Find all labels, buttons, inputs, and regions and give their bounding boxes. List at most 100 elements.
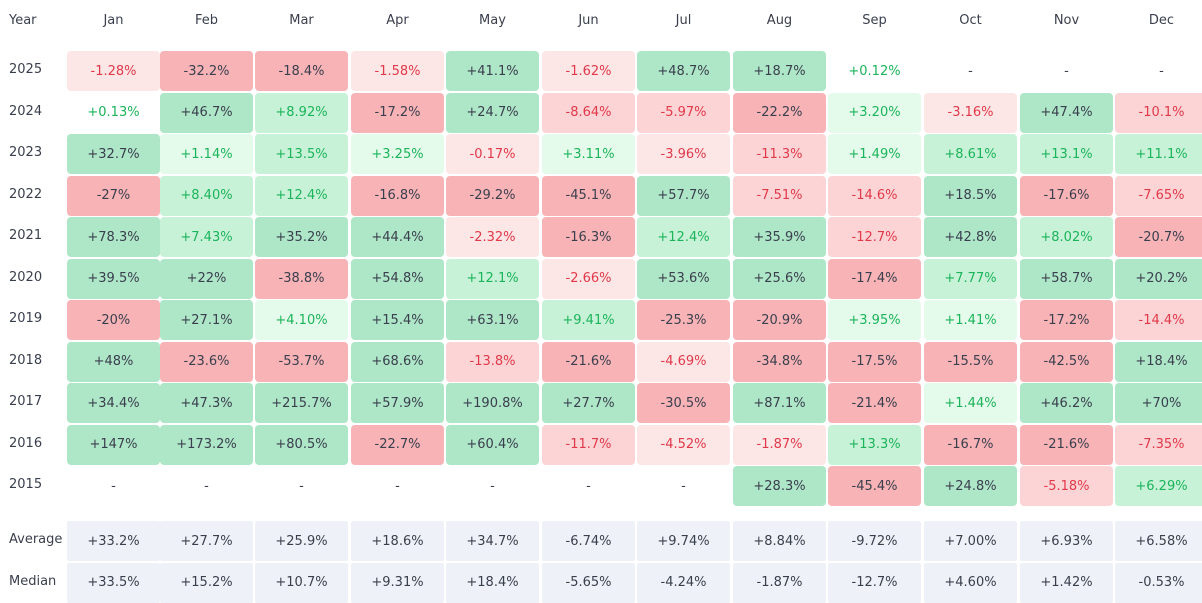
cell-2017-apr[interactable]: +57.9% (351, 383, 444, 423)
cell-2015-sep[interactable]: -45.4% (828, 466, 921, 506)
cell-2015-apr[interactable]: - (395, 478, 400, 494)
cell-median-mar[interactable]: +10.7% (255, 562, 348, 603)
cell-2024-may[interactable]: +24.7% (446, 92, 539, 133)
cell-average-apr[interactable]: +18.6% (351, 521, 444, 561)
cell-2021-dec[interactable]: -20.7% (1115, 217, 1202, 257)
cell-2016-aug[interactable]: -1.87% (733, 424, 826, 465)
cell-2024-aug[interactable]: -22.2% (733, 92, 826, 133)
cell-2023-dec[interactable]: +11.1% (1115, 134, 1202, 174)
cell-2015-jul[interactable]: - (681, 478, 686, 494)
cell-2024-feb[interactable]: +46.7% (160, 92, 253, 133)
cell-2021-oct[interactable]: +42.8% (924, 217, 1017, 257)
cell-2020-apr[interactable]: +54.8% (351, 258, 444, 299)
cell-2025-oct[interactable]: - (968, 63, 973, 79)
cell-2016-feb[interactable]: +173.2% (160, 424, 253, 465)
cell-2018-apr[interactable]: +68.6% (351, 341, 444, 382)
cell-2019-sep[interactable]: +3.95% (828, 300, 921, 340)
cell-2020-oct[interactable]: +7.77% (924, 258, 1017, 299)
column-header-dec[interactable]: Dec (1148, 13, 1175, 28)
cell-2016-apr[interactable]: -22.7% (351, 424, 444, 465)
column-header-oct[interactable]: Oct (959, 13, 982, 28)
cell-2018-jun[interactable]: -21.6% (542, 341, 635, 382)
cell-2020-aug[interactable]: +25.6% (733, 258, 826, 299)
cell-2016-jul[interactable]: -4.52% (637, 424, 730, 465)
cell-median-apr[interactable]: +9.31% (351, 562, 444, 603)
cell-average-mar[interactable]: +25.9% (255, 521, 348, 561)
cell-2018-may[interactable]: -13.8% (446, 341, 539, 382)
cell-2016-jun[interactable]: -11.7% (542, 424, 635, 465)
cell-2025-may[interactable]: +41.1% (446, 51, 539, 91)
cell-2016-mar[interactable]: +80.5% (255, 424, 348, 465)
cell-2016-nov[interactable]: -21.6% (1020, 424, 1113, 465)
cell-median-may[interactable]: +18.4% (446, 562, 539, 603)
cell-2018-feb[interactable]: -23.6% (160, 341, 253, 382)
column-header-feb[interactable]: Feb (194, 13, 219, 28)
cell-median-jun[interactable]: -5.65% (542, 562, 635, 603)
cell-average-oct[interactable]: +7.00% (924, 521, 1017, 561)
column-header-jan[interactable]: Jan (103, 13, 124, 28)
cell-2021-jun[interactable]: -16.3% (542, 217, 635, 257)
cell-2022-aug[interactable]: -7.51% (733, 175, 826, 216)
cell-2024-dec[interactable]: -10.1% (1115, 92, 1202, 133)
cell-2024-oct[interactable]: -3.16% (924, 92, 1017, 133)
cell-2025-aug[interactable]: +18.7% (733, 51, 826, 91)
cell-2020-nov[interactable]: +58.7% (1020, 258, 1113, 299)
cell-2023-jul[interactable]: -3.96% (637, 134, 730, 174)
cell-2024-nov[interactable]: +47.4% (1020, 92, 1113, 133)
cell-2015-jun[interactable]: - (586, 478, 591, 494)
cell-2015-dec[interactable]: +6.29% (1115, 466, 1202, 506)
cell-2015-aug[interactable]: +28.3% (733, 466, 826, 506)
cell-median-feb[interactable]: +15.2% (160, 562, 253, 603)
cell-2019-jun[interactable]: +9.41% (542, 300, 635, 340)
cell-2017-nov[interactable]: +46.2% (1020, 383, 1113, 423)
cell-2025-sep[interactable]: +0.12% (848, 63, 901, 79)
cell-2019-feb[interactable]: +27.1% (160, 300, 253, 340)
cell-2017-jul[interactable]: -30.5% (637, 383, 730, 423)
column-header-nov[interactable]: Nov (1053, 13, 1080, 28)
cell-2017-dec[interactable]: +70% (1115, 383, 1202, 423)
cell-2021-jul[interactable]: +12.4% (637, 217, 730, 257)
cell-2025-mar[interactable]: -18.4% (255, 51, 348, 91)
cell-2019-may[interactable]: +63.1% (446, 300, 539, 340)
cell-2022-jun[interactable]: -45.1% (542, 175, 635, 216)
cell-2020-jul[interactable]: +53.6% (637, 258, 730, 299)
cell-2022-nov[interactable]: -17.6% (1020, 175, 1113, 216)
cell-2023-feb[interactable]: +1.14% (160, 134, 253, 174)
cell-2016-dec[interactable]: -7.35% (1115, 424, 1202, 465)
cell-2025-feb[interactable]: -32.2% (160, 51, 253, 91)
cell-2020-dec[interactable]: +20.2% (1115, 258, 1202, 299)
column-header-jun[interactable]: Jun (578, 13, 599, 28)
cell-2018-jan[interactable]: +48% (67, 341, 160, 382)
cell-median-oct[interactable]: +4.60% (924, 562, 1017, 603)
cell-2018-aug[interactable]: -34.8% (733, 341, 826, 382)
cell-average-jul[interactable]: +9.74% (637, 521, 730, 561)
cell-2020-mar[interactable]: -38.8% (255, 258, 348, 299)
cell-2015-nov[interactable]: -5.18% (1020, 466, 1113, 506)
cell-2024-jun[interactable]: -8.64% (542, 92, 635, 133)
cell-2023-nov[interactable]: +13.1% (1020, 134, 1113, 174)
cell-2015-feb[interactable]: - (204, 478, 209, 494)
cell-2018-nov[interactable]: -42.5% (1020, 341, 1113, 382)
cell-median-aug[interactable]: -1.87% (733, 562, 826, 603)
cell-2019-apr[interactable]: +15.4% (351, 300, 444, 340)
cell-2018-sep[interactable]: -17.5% (828, 341, 921, 382)
cell-2021-feb[interactable]: +7.43% (160, 217, 253, 257)
cell-median-sep[interactable]: -12.7% (828, 562, 921, 603)
cell-2025-jan[interactable]: -1.28% (67, 51, 160, 91)
cell-2025-jun[interactable]: -1.62% (542, 51, 635, 91)
cell-2017-jan[interactable]: +34.4% (67, 383, 160, 423)
cell-2023-may[interactable]: -0.17% (446, 134, 539, 174)
column-header-sep[interactable]: Sep (862, 13, 887, 28)
cell-2024-mar[interactable]: +8.92% (255, 92, 348, 133)
cell-2021-jan[interactable]: +78.3% (67, 217, 160, 257)
cell-2023-jun[interactable]: +3.11% (542, 134, 635, 174)
column-header-aug[interactable]: Aug (766, 13, 793, 28)
cell-2019-aug[interactable]: -20.9% (733, 300, 826, 340)
cell-2023-oct[interactable]: +8.61% (924, 134, 1017, 174)
cell-2019-dec[interactable]: -14.4% (1115, 300, 1202, 340)
cell-2022-jul[interactable]: +57.7% (637, 175, 730, 216)
cell-2022-dec[interactable]: -7.65% (1115, 175, 1202, 216)
cell-2022-oct[interactable]: +18.5% (924, 175, 1017, 216)
cell-2018-jul[interactable]: -4.69% (637, 341, 730, 382)
cell-2023-mar[interactable]: +13.5% (255, 134, 348, 174)
